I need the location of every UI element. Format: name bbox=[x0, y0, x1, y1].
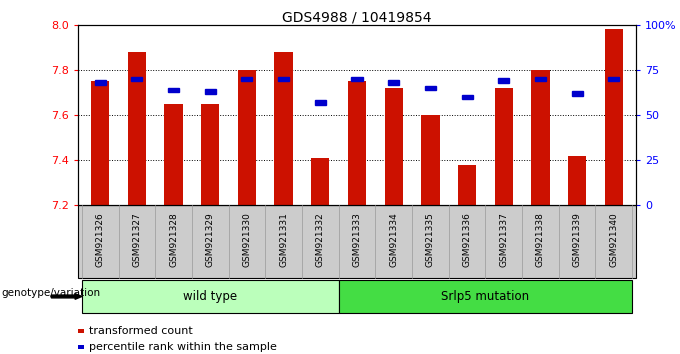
Text: GSM921334: GSM921334 bbox=[389, 212, 398, 267]
Text: GSM921329: GSM921329 bbox=[206, 212, 215, 267]
Bar bbox=[91, 81, 109, 205]
Bar bbox=[95, 80, 105, 85]
Text: GSM921340: GSM921340 bbox=[609, 212, 618, 267]
Bar bbox=[605, 29, 623, 205]
Bar bbox=[348, 81, 366, 205]
Text: GSM921326: GSM921326 bbox=[96, 212, 105, 267]
Bar bbox=[384, 88, 403, 205]
Text: GDS4988 / 10419854: GDS4988 / 10419854 bbox=[282, 11, 432, 25]
Bar bbox=[241, 77, 252, 81]
Text: GSM921336: GSM921336 bbox=[462, 212, 471, 267]
Text: genotype/variation: genotype/variation bbox=[1, 288, 101, 298]
Bar bbox=[572, 91, 583, 96]
Text: percentile rank within the sample: percentile rank within the sample bbox=[89, 342, 277, 352]
Text: GSM921327: GSM921327 bbox=[133, 212, 141, 267]
Bar bbox=[201, 104, 220, 205]
Bar bbox=[535, 77, 546, 81]
Bar bbox=[165, 104, 183, 205]
Bar bbox=[425, 86, 436, 90]
Bar bbox=[131, 77, 142, 81]
Bar bbox=[462, 95, 473, 99]
Text: GSM921331: GSM921331 bbox=[279, 212, 288, 267]
Text: transformed count: transformed count bbox=[89, 326, 193, 336]
Bar bbox=[275, 52, 293, 205]
Bar bbox=[168, 87, 179, 92]
Text: GSM921333: GSM921333 bbox=[352, 212, 362, 267]
Text: GSM921332: GSM921332 bbox=[316, 212, 325, 267]
Bar bbox=[458, 165, 476, 205]
Bar bbox=[568, 156, 586, 205]
Text: GSM921330: GSM921330 bbox=[243, 212, 252, 267]
Bar bbox=[205, 89, 216, 94]
Bar bbox=[128, 52, 146, 205]
Bar bbox=[388, 80, 399, 85]
Bar bbox=[421, 115, 439, 205]
Bar bbox=[498, 79, 509, 83]
Text: wild type: wild type bbox=[183, 290, 237, 303]
Bar bbox=[352, 77, 362, 81]
Text: Srlp5 mutation: Srlp5 mutation bbox=[441, 290, 530, 303]
Text: GSM921335: GSM921335 bbox=[426, 212, 435, 267]
Bar bbox=[531, 70, 549, 205]
Bar bbox=[311, 158, 330, 205]
Bar bbox=[278, 77, 289, 81]
Text: GSM921337: GSM921337 bbox=[499, 212, 508, 267]
Bar bbox=[238, 70, 256, 205]
Text: GSM921338: GSM921338 bbox=[536, 212, 545, 267]
Text: GSM921328: GSM921328 bbox=[169, 212, 178, 267]
Bar bbox=[315, 100, 326, 105]
Bar bbox=[494, 88, 513, 205]
Text: GSM921339: GSM921339 bbox=[573, 212, 581, 267]
Bar bbox=[609, 77, 619, 81]
